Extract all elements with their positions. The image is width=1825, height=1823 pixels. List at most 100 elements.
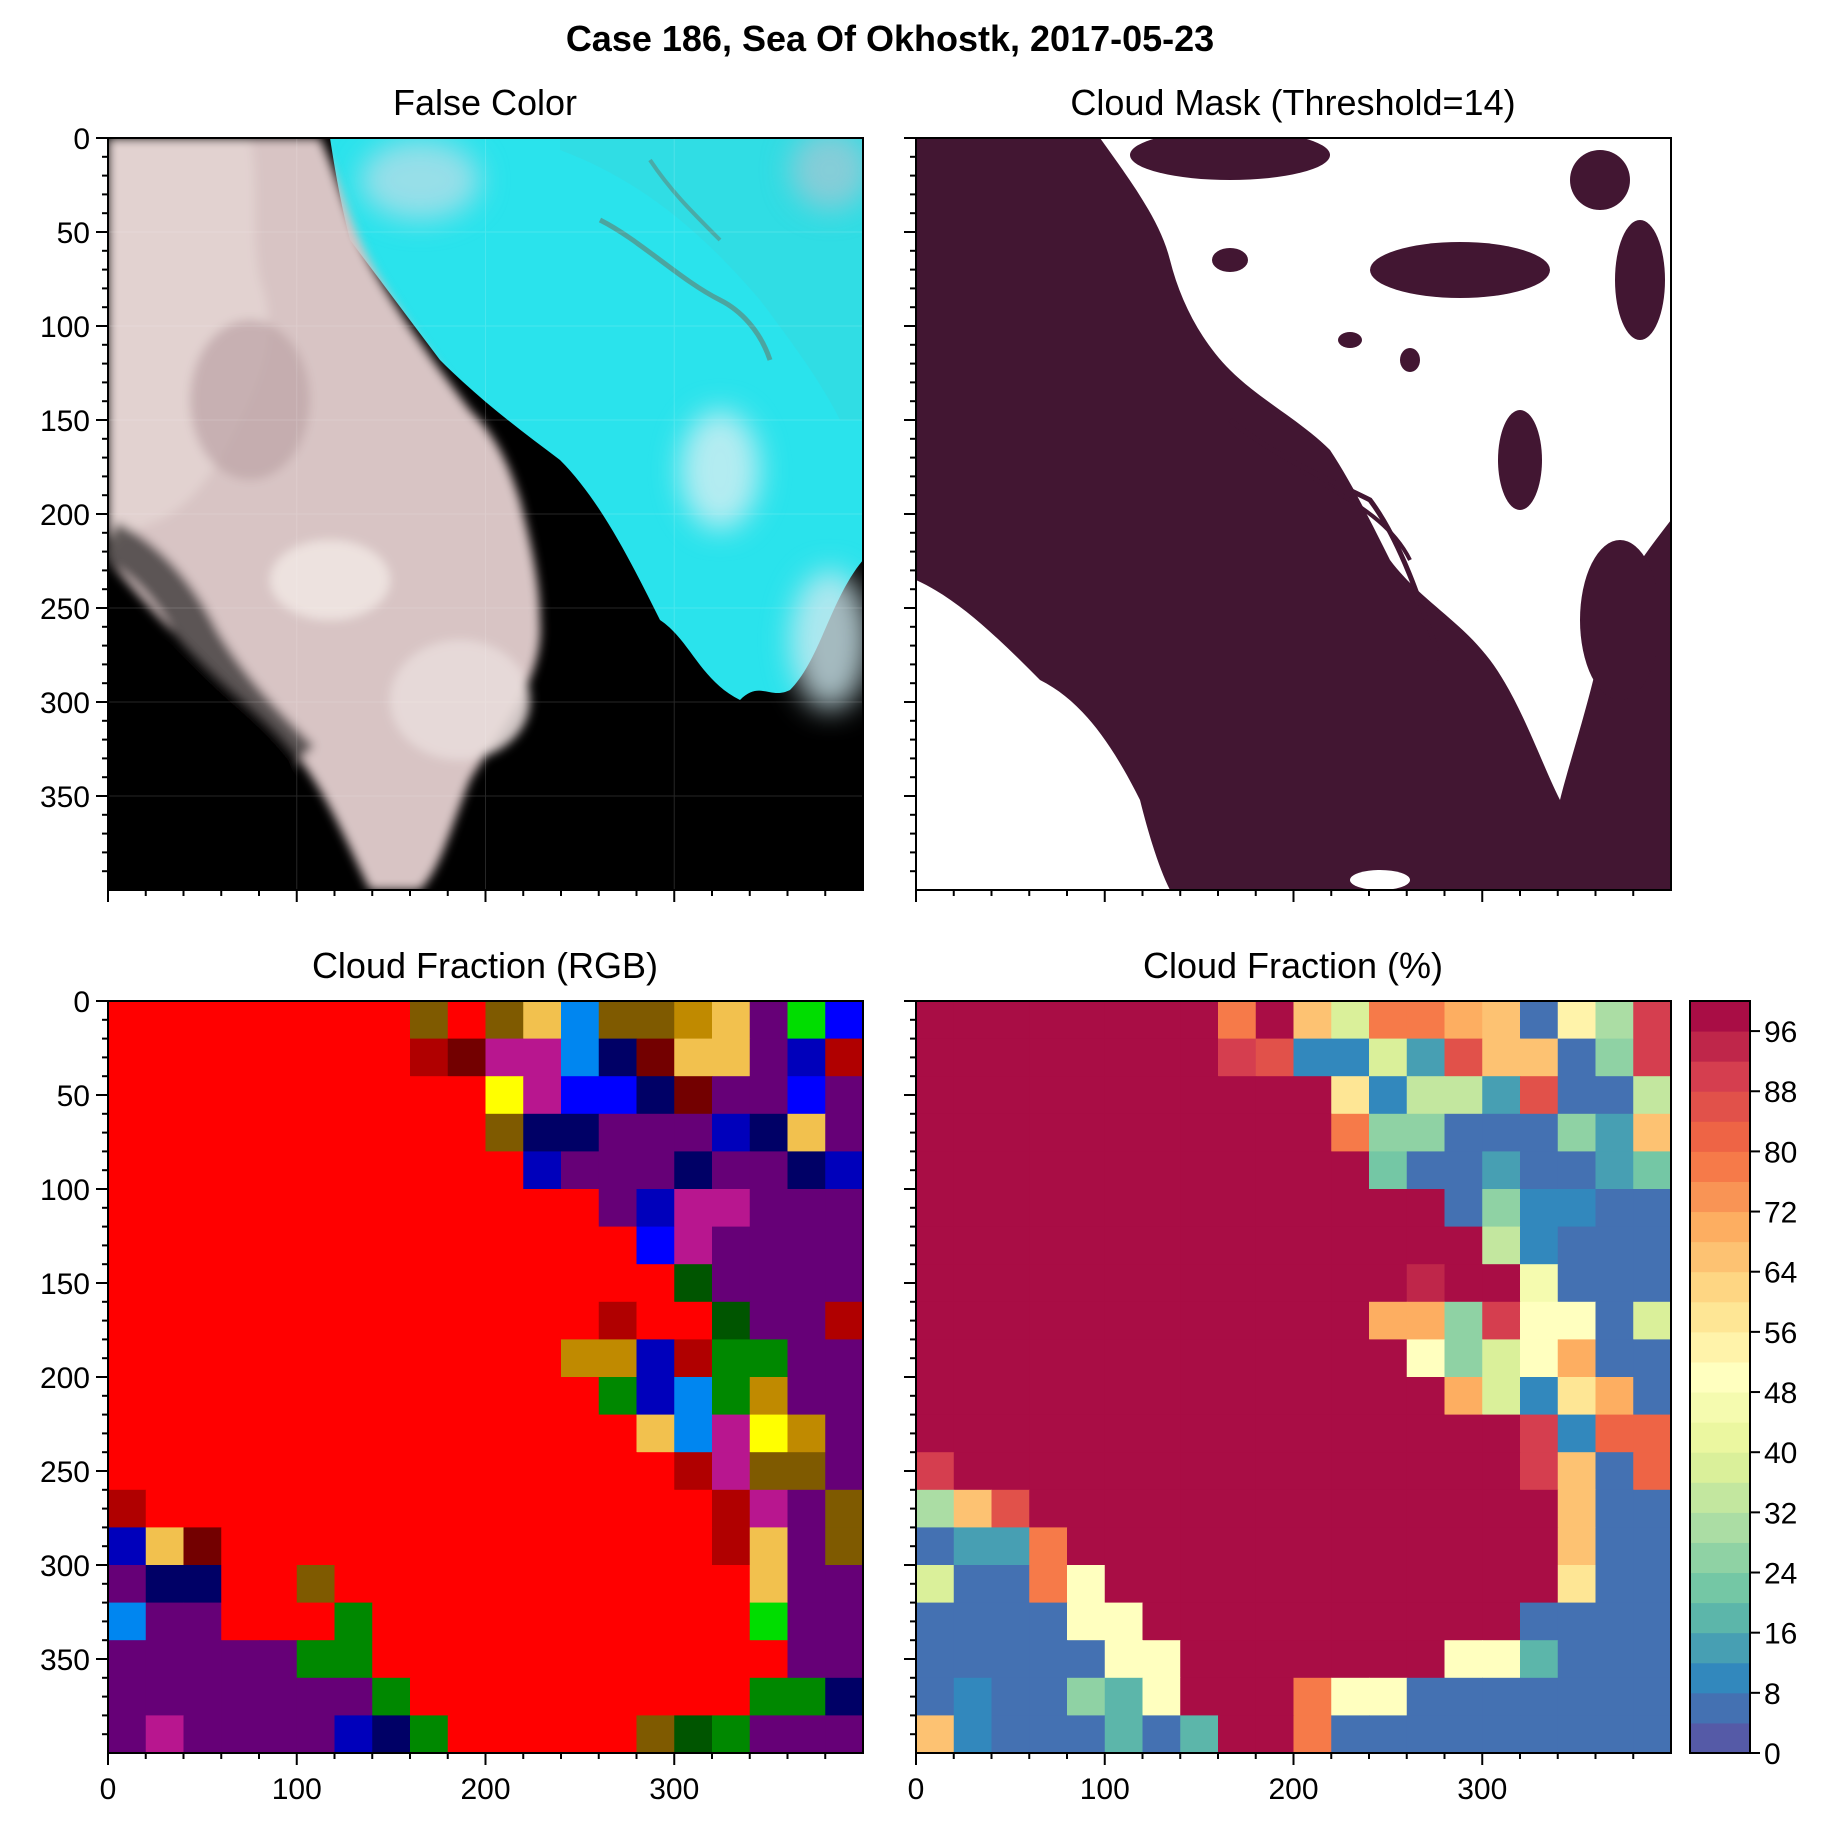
rgb-cell (183, 1527, 222, 1566)
colorbar-level (1690, 1692, 1750, 1724)
x-tick-label: 300 (1457, 1773, 1507, 1806)
percent-cell (1444, 1264, 1483, 1303)
x-tick-label: 100 (272, 1773, 322, 1806)
percent-cell (1104, 1339, 1144, 1378)
rgb-cell (787, 1715, 826, 1753)
rgb-cell (636, 1076, 675, 1115)
percent-cell (1142, 1189, 1181, 1228)
percent-cell (1557, 1715, 1597, 1753)
colorbar-level (1690, 1392, 1750, 1423)
percent-cell (1406, 1377, 1446, 1416)
percent-cell (953, 1339, 993, 1378)
rgb-cell (108, 1001, 147, 1040)
percent-cell (1218, 1301, 1257, 1340)
percent-cell (1104, 1715, 1144, 1753)
percent-cell (1784, 1678, 1822, 1716)
rgb-cell (561, 1565, 600, 1604)
rgb-cell (259, 1565, 298, 1604)
rgb-cell (183, 1602, 222, 1641)
percent-cell (1067, 1038, 1106, 1077)
percent-cell (1180, 1113, 1219, 1152)
rgb-cell (523, 1339, 562, 1378)
percent-cell (1633, 1565, 1671, 1604)
rgb-cell (372, 1452, 411, 1491)
panel-title-cloud-fraction-percent: Cloud Fraction (%) (1143, 945, 1443, 986)
rgb-cell (108, 1677, 147, 1716)
percent-cell (1633, 1264, 1671, 1303)
rgb-cell (825, 1677, 863, 1716)
percent-cell (1331, 1565, 1370, 1604)
percent-cell (916, 1301, 955, 1340)
rgb-cell (145, 1264, 185, 1303)
y-tick-label: 300 (40, 687, 90, 720)
rgb-cell (372, 1414, 411, 1453)
percent-cell (1520, 1527, 1559, 1566)
percent-cell (1218, 1414, 1257, 1453)
colorbar-level (1690, 1301, 1750, 1333)
rgb-cell (485, 1339, 524, 1378)
percent-cell (1255, 1113, 1295, 1152)
colorbar-tick-label: 96 (1764, 1016, 1797, 1049)
percent-cell (1406, 1414, 1446, 1453)
percent-cell (1482, 1113, 1521, 1152)
rgb-cell (372, 1715, 411, 1753)
rgb-cell (561, 1452, 600, 1491)
rgb-cell (145, 1414, 185, 1453)
rgb-cell (863, 1640, 901, 1678)
percent-cell (1180, 1414, 1219, 1453)
percent-cell (1331, 1339, 1370, 1378)
rgb-cell (183, 1565, 222, 1604)
rgb-cell (296, 1113, 336, 1152)
percent-cell (953, 1715, 993, 1753)
colorbar-level (1690, 1542, 1750, 1574)
percent-cell (1331, 1113, 1370, 1152)
percent-cell (1520, 1001, 1559, 1040)
rgb-cell (787, 1301, 826, 1340)
percent-cell (1180, 1301, 1219, 1340)
rgb-cell (334, 1414, 373, 1453)
rgb-cell (372, 1640, 411, 1679)
colorbar-level (1690, 1722, 1750, 1754)
rgb-cell (636, 1489, 675, 1528)
rgb-cell (410, 1113, 449, 1152)
percent-cell (1067, 1527, 1106, 1566)
rgb-cell (183, 1301, 222, 1340)
percent-cell (1407, 1753, 1445, 1791)
colorbar-level (1690, 1241, 1750, 1273)
y-tick-label: 200 (40, 499, 90, 532)
percent-cell (1595, 1377, 1634, 1416)
percent-cell (1482, 1565, 1521, 1604)
percent-cell (1482, 1640, 1521, 1679)
percent-cell (1482, 1414, 1521, 1453)
percent-cell (1067, 1001, 1106, 1040)
rgb-cell (561, 1226, 600, 1265)
percent-cell (1293, 1715, 1332, 1753)
percent-cell (1633, 1753, 1671, 1791)
percent-cell (1633, 1527, 1671, 1566)
percent-cell (1142, 1715, 1181, 1753)
panel-title-false-color: False Color (393, 82, 577, 123)
rgb-cell (485, 1264, 524, 1303)
percent-cell (1331, 1264, 1370, 1303)
percent-cell (916, 1715, 955, 1753)
percent-cell (1255, 1301, 1295, 1340)
colorbar-level (1690, 1211, 1750, 1243)
percent-cell (991, 1489, 1030, 1528)
colorbar-level (1690, 1091, 1750, 1122)
rgb-cell (863, 1753, 901, 1791)
percent-cell (1406, 1489, 1446, 1528)
percent-cell (1255, 1640, 1295, 1679)
colorbar-level (1690, 1452, 1750, 1483)
percent-cell (1104, 1640, 1144, 1679)
percent-cell (1482, 1189, 1521, 1228)
percent-cell (1331, 1414, 1370, 1453)
rgb-cell (485, 1189, 524, 1228)
percent-cell (1029, 1565, 1068, 1604)
percent-cell (1406, 1189, 1446, 1228)
percent-cell (1180, 1226, 1219, 1265)
rgb-cell (108, 1452, 147, 1491)
percent-cell (953, 1226, 993, 1265)
percent-cell (1255, 1226, 1295, 1265)
rgb-cell (410, 1189, 449, 1228)
percent-cell (1218, 1038, 1257, 1077)
